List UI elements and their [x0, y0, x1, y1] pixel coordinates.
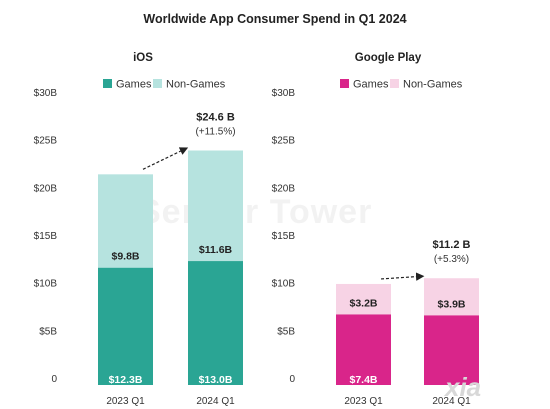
gp-category-label: 2024 Q1 [432, 396, 471, 407]
ios-growth-arrow [142, 147, 189, 170]
chart-title: Worldwide App Consumer Spend in Q1 2024 [143, 12, 407, 26]
ios-legend-label-games: Games [116, 79, 152, 91]
ios-bar-non-games [188, 150, 243, 262]
gp-total-annotation: $11.2 B [433, 239, 471, 251]
ios-ytick-label: $10B [34, 279, 58, 290]
ios-growth-annotation: (+11.5%) [195, 126, 235, 137]
gp-ytick-label: $10B [272, 279, 296, 290]
gp-label-games: $7.4B [349, 374, 377, 386]
ios-category-label: 2023 Q1 [106, 396, 145, 407]
gp-panel-title: Google Play [355, 52, 422, 64]
ios-legend-swatch-non-games [153, 79, 162, 88]
gp-legend-swatch-non-games [390, 79, 399, 88]
gp-growth-annotation: (+5.3%) [434, 254, 469, 265]
ios-ytick-label: $25B [34, 136, 58, 147]
ios-ytick-label: $15B [34, 231, 58, 242]
gp-ytick-label: $30B [272, 88, 296, 99]
gp-ytick-label: $25B [272, 136, 296, 147]
ios-bar-games [98, 267, 153, 385]
gp-label-non-games: $3.9B [437, 298, 465, 310]
ios-legend-swatch-games [103, 79, 112, 88]
ios-label-non-games: $11.6B [199, 244, 233, 256]
ios-bar-games [188, 261, 243, 385]
ios-bar-non-games [98, 174, 153, 268]
gp-growth-arrow [380, 272, 425, 281]
ios-ytick-label: 0 [51, 374, 57, 385]
ios-label-games: $12.3B [109, 374, 143, 386]
ios-panel-title: iOS [133, 52, 153, 64]
ios-label-non-games: $9.8B [111, 251, 139, 263]
gp-legend-label-games: Games [353, 79, 389, 91]
gp-legend-label-non-games: Non-Games [403, 79, 463, 91]
gp-bar-games [336, 314, 391, 385]
ios-ytick-label: $20B [34, 183, 58, 194]
ios-category-label: 2024 Q1 [196, 396, 235, 407]
gp-label-non-games: $3.2B [349, 297, 377, 309]
gp-bar-non-games [424, 278, 479, 316]
gp-category-label: 2023 Q1 [344, 396, 383, 407]
gp-ytick-label: $20B [272, 183, 296, 194]
ios-label-games: $13.0B [199, 374, 233, 386]
gp-ytick-label: $5B [277, 326, 295, 337]
ios-total-annotation: $24.6 B [196, 111, 235, 123]
gp-bar-non-games [336, 283, 391, 315]
ios-ytick-label: $5B [39, 326, 57, 337]
ios-ytick-label: $30B [34, 88, 58, 99]
gp-ytick-label: $15B [272, 231, 296, 242]
ios-legend-label-non-games: Non-Games [166, 79, 226, 91]
gp-legend-swatch-games [340, 79, 349, 88]
gp-ytick-label: 0 [289, 374, 295, 385]
gp-bar-games [424, 315, 479, 385]
